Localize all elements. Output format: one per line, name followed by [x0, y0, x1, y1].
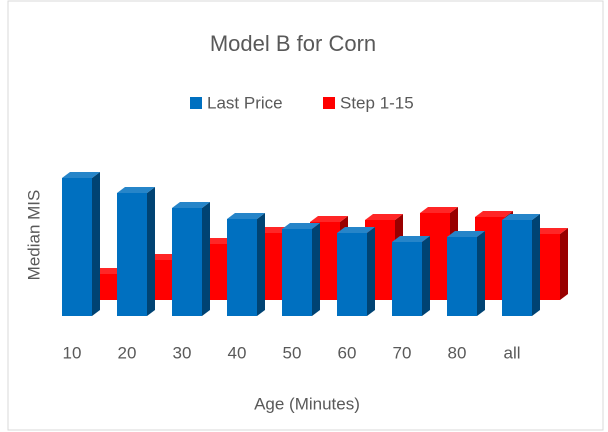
bar-top — [117, 187, 155, 193]
bar-top — [337, 227, 375, 233]
bar — [62, 178, 92, 316]
bar — [337, 233, 367, 316]
bar-top — [365, 214, 403, 220]
bar-top — [282, 223, 320, 229]
bar-side — [202, 202, 210, 316]
legend-label: Step 1-15 — [340, 93, 414, 112]
x-tick-label: 50 — [283, 343, 302, 362]
bar-top — [310, 216, 348, 222]
bar — [447, 237, 477, 316]
bar-side — [532, 214, 540, 316]
bar-top — [227, 213, 265, 219]
legend-swatch — [190, 97, 202, 109]
bar-side — [560, 228, 568, 300]
x-axis-label: Age (Minutes) — [254, 394, 360, 413]
bar-side — [257, 213, 265, 316]
legend-swatch — [323, 97, 335, 109]
bar-side — [477, 231, 485, 316]
bar-side — [312, 223, 320, 316]
bar — [227, 219, 257, 316]
x-tick-label: 10 — [63, 343, 82, 362]
bar — [502, 220, 532, 316]
x-tick-label: 20 — [118, 343, 137, 362]
x-tick-label: 70 — [393, 343, 412, 362]
bar-top — [62, 172, 100, 178]
bar — [282, 229, 312, 316]
bar-top — [502, 214, 540, 220]
bar-top — [475, 211, 513, 217]
bar-top — [172, 202, 210, 208]
bar-top — [447, 231, 485, 237]
x-tick-label: all — [503, 343, 520, 362]
bar-side — [367, 227, 375, 316]
y-axis-label: Median MIS — [24, 190, 43, 281]
bar — [117, 193, 147, 316]
chart-title: Model B for Corn — [210, 31, 376, 56]
x-tick-label: 60 — [338, 343, 357, 362]
bar-side — [147, 187, 155, 316]
bar-top — [392, 236, 430, 242]
bar — [392, 242, 422, 316]
bar-side — [92, 172, 100, 316]
x-tick-label: 40 — [228, 343, 247, 362]
bar — [172, 208, 202, 316]
x-tick-label: 80 — [448, 343, 467, 362]
bar-top — [420, 207, 458, 213]
legend-label: Last Price — [207, 93, 283, 112]
bar-side — [422, 236, 430, 316]
x-tick-label: 30 — [173, 343, 192, 362]
